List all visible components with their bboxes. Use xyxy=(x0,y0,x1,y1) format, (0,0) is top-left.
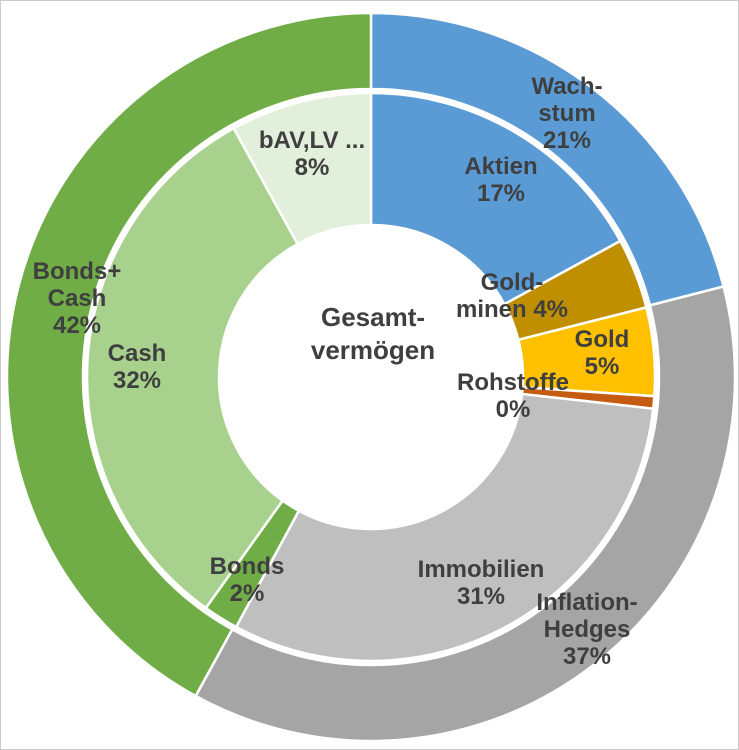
segment-outer-bonds-cash xyxy=(5,11,373,698)
segment-inner-aktien xyxy=(369,91,622,306)
segment-inner-bav-lv xyxy=(232,91,373,246)
segment-inner-immobilien xyxy=(234,392,655,663)
segment-inner-cash xyxy=(85,127,299,610)
segment-outer-inflation-hedges xyxy=(194,285,737,743)
